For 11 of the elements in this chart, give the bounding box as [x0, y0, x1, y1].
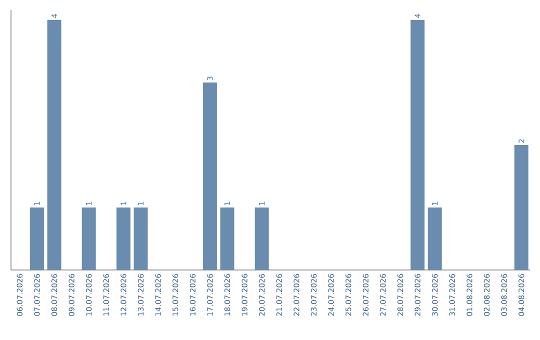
bar: [254, 208, 269, 270]
bar: [116, 208, 130, 270]
bar: [202, 82, 217, 270]
bar: [47, 20, 62, 270]
bar: [514, 144, 528, 270]
bar: [134, 208, 148, 270]
bar: [410, 20, 425, 270]
bar: [82, 208, 96, 270]
bar: [220, 208, 234, 270]
bar: [30, 208, 44, 270]
bar: [428, 208, 442, 270]
